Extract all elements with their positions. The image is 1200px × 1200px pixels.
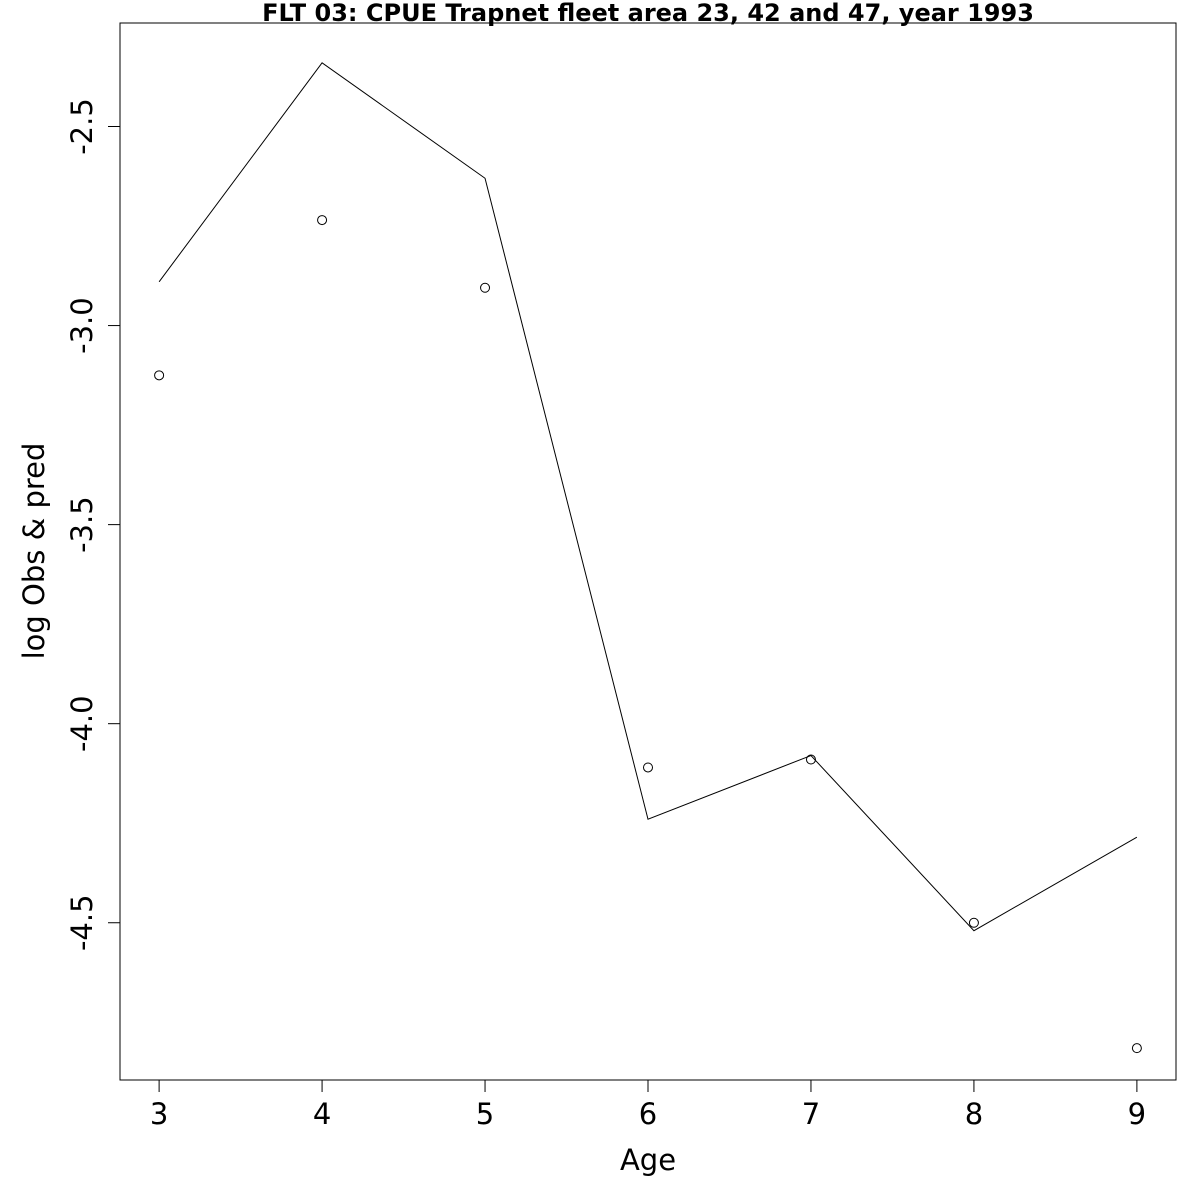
y-axis-label: log Obs & pred [17,443,51,660]
observed-point [968,917,979,928]
predicted-series-line [158,62,1138,932]
observed-point [643,762,653,773]
x-tick-label: 7 [802,1097,820,1131]
observed-point [480,282,491,293]
x-tick-label: 6 [639,1097,657,1131]
y-tick-label: -3.0 [65,297,99,354]
x-axis-label: Age [620,1143,676,1177]
y-axis: -2.5 -3.0 -3.5 -4.0 -4.5 [65,98,121,951]
x-tick-label: 4 [313,1097,331,1131]
observed-point [317,215,328,226]
y-tick-label: -3.5 [65,496,99,553]
y-tick-label: -2.5 [65,98,99,155]
series-layer [154,62,1142,1054]
observed-point [805,754,816,765]
x-tick-label: 8 [965,1097,983,1131]
observed-point [1131,1043,1142,1054]
y-tick-label: -4.0 [65,695,99,752]
x-tick-label: 9 [1128,1097,1146,1131]
x-tick-label: 5 [476,1097,494,1131]
x-tick-label: 3 [150,1097,168,1131]
y-tick-label: -4.5 [65,894,99,951]
observed-point [154,370,165,381]
x-axis: 3 4 5 6 7 8 9 [150,1079,1146,1131]
